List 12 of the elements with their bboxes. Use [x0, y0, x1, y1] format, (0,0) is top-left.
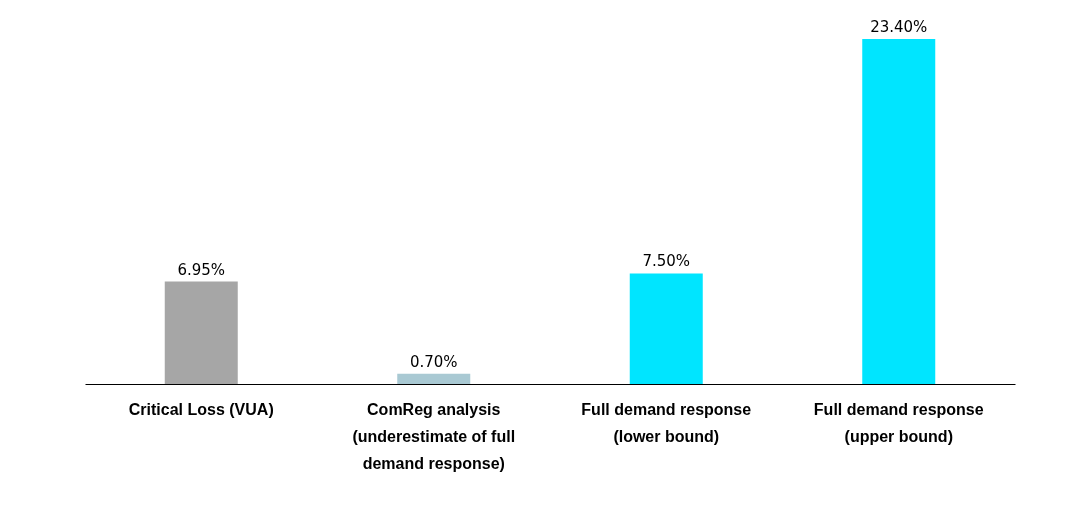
data-label: 7.50% — [642, 252, 691, 271]
x-tick-label: ComReg analysis (underestimate of full demand response) — [352, 401, 516, 472]
x-tick-label: Full demand response (lower bound) — [581, 401, 752, 445]
data-label: 23.40% — [870, 18, 928, 36]
data-label: 0.70% — [409, 352, 458, 371]
data-label: 6.95% — [177, 260, 226, 279]
x-tick-label: Critical Loss (VUA) — [128, 401, 274, 418]
bar — [862, 39, 936, 384]
bar — [629, 273, 703, 384]
bar — [397, 373, 471, 384]
x-tick-label: Full demand response (upper bound) — [813, 401, 984, 445]
bar — [164, 281, 238, 384]
